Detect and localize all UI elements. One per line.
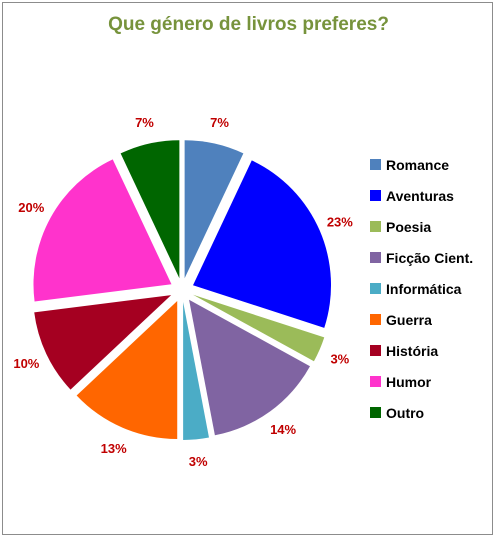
data-label-5: 13% (101, 441, 127, 456)
legend-swatch-0 (370, 159, 381, 170)
chart-title: Que género de livros preferes? (108, 14, 389, 35)
pie-slice-3 (189, 299, 310, 436)
legend-label-2: Poesia (386, 219, 431, 235)
data-label-2: 3% (330, 351, 349, 366)
pie-slice-1 (193, 160, 332, 328)
data-label-4: 3% (189, 454, 208, 469)
legend-swatch-3 (370, 252, 381, 263)
data-label-0: 7% (210, 115, 229, 130)
legend-label-4: Informática (386, 281, 462, 297)
pie-slice-8 (120, 140, 180, 279)
legend-swatch-5 (370, 314, 381, 325)
pie-slice-2 (193, 294, 325, 362)
legend-swatch-1 (370, 190, 381, 201)
pie-slice-5 (76, 301, 178, 440)
data-label-3: 14% (270, 422, 296, 437)
legend-swatch-7 (370, 376, 381, 387)
legend-label-7: Humor (386, 374, 432, 390)
pie-slice-4 (183, 301, 209, 440)
data-label-6: 10% (13, 356, 39, 371)
legend-label-5: Guerra (386, 312, 432, 328)
pie-slice-0 (184, 140, 244, 279)
data-label-1: 23% (327, 215, 353, 230)
pie-slice-6 (34, 295, 172, 390)
pie-slice-7 (33, 159, 172, 302)
data-label-7: 20% (18, 200, 44, 215)
legend-swatch-6 (370, 345, 381, 356)
legend-label-8: Outro (386, 405, 424, 421)
legend-swatch-8 (370, 407, 381, 418)
legend-swatch-4 (370, 283, 381, 294)
legend-label-1: Aventuras (386, 188, 454, 204)
legend-swatch-2 (370, 221, 381, 232)
legend-label-0: Romance (386, 157, 449, 173)
data-label-8: 7% (135, 115, 154, 130)
legend-label-3: Ficção Cient. (386, 250, 473, 266)
legend-label-6: História (386, 343, 438, 359)
